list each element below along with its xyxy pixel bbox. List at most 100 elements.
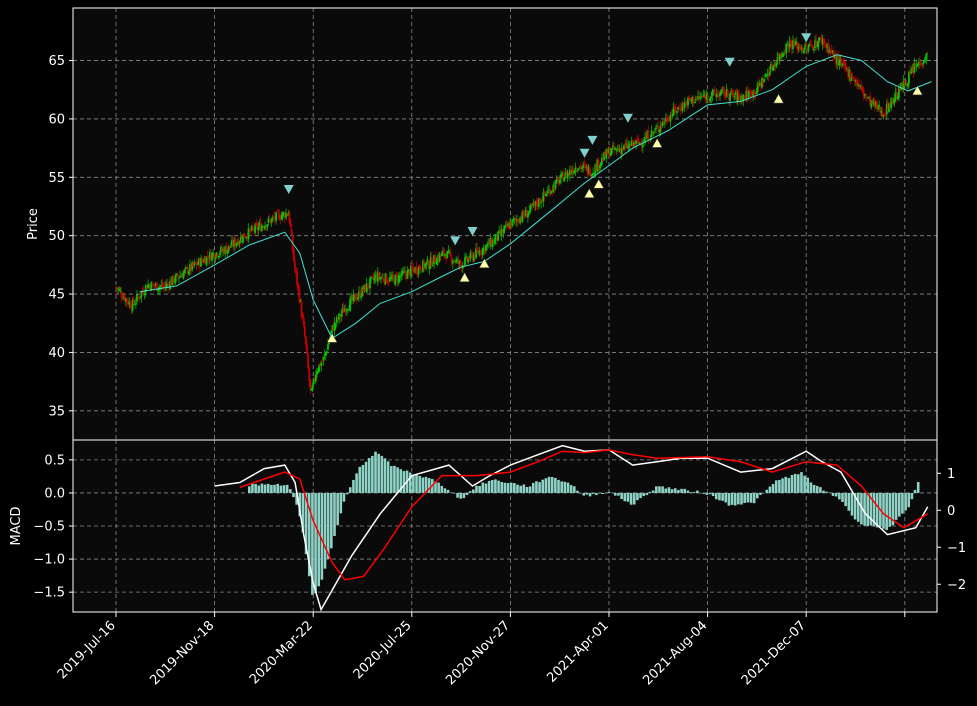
candle-down (176, 274, 179, 278)
candle-up (498, 230, 501, 232)
candle-up (264, 225, 266, 230)
candle-up (641, 143, 644, 148)
candle-down (704, 94, 707, 101)
candle-up (656, 126, 659, 128)
candle-up (665, 117, 667, 122)
candle-up (312, 378, 315, 385)
candle-down (820, 36, 823, 44)
candle-down (269, 219, 272, 224)
macd-histogram-bar (358, 466, 362, 493)
macd-histogram-bar (705, 492, 709, 495)
candle-down (443, 249, 445, 256)
macd-histogram-bar (762, 492, 765, 494)
candle-down (920, 62, 922, 66)
candle-down (887, 102, 889, 112)
candle-down (707, 94, 709, 99)
candle-up (257, 226, 260, 231)
macd-histogram-bar (257, 485, 261, 493)
candle-up (573, 170, 576, 174)
macd-histogram-bar (311, 492, 314, 595)
candle-down (522, 210, 525, 216)
candle-up (538, 198, 540, 207)
candle-up (795, 41, 798, 45)
candle-down (372, 277, 375, 280)
candle-up (497, 231, 499, 241)
candle-down (843, 61, 846, 67)
candle-up (373, 277, 376, 281)
candle-up (794, 43, 797, 45)
macd-histogram-bar (916, 482, 920, 493)
candle-down (252, 226, 254, 229)
candle-up (882, 115, 885, 117)
candle-down (152, 284, 155, 286)
macd-histogram-bar (610, 492, 614, 494)
price-candles (115, 33, 929, 395)
macd-histogram-bar (393, 465, 396, 493)
candle-up (441, 250, 444, 253)
candle-up (182, 272, 185, 279)
candle-up (433, 255, 435, 265)
candle-down (221, 247, 223, 252)
candle-down (309, 379, 312, 390)
macd-histogram-bar (749, 492, 753, 503)
candle-down (580, 165, 582, 169)
candle-down (806, 48, 809, 51)
macd-histogram-bar (689, 492, 693, 493)
candle-down (195, 262, 198, 266)
candle-up (687, 97, 689, 106)
candle-up (258, 223, 261, 226)
candle-up (568, 169, 571, 176)
candle-down (225, 246, 228, 254)
candle-up (542, 192, 545, 202)
macd-histogram-bar (850, 492, 854, 516)
candle-up (699, 97, 702, 99)
candle-up (803, 49, 805, 54)
candle-down (595, 164, 598, 171)
macd-histogram-bar (891, 492, 895, 526)
candle-up (800, 48, 803, 50)
candle-down (520, 219, 523, 221)
candle-up (134, 302, 137, 304)
candle-down (115, 286, 117, 288)
candle-up (561, 172, 564, 174)
macd-y-tick-label: −1.0 (33, 553, 65, 568)
macd-histogram-bar (389, 466, 393, 493)
candle-up (422, 260, 424, 272)
macd-histogram-bar (560, 481, 563, 493)
macd-histogram-bar (326, 492, 330, 559)
candle-down (757, 82, 760, 87)
candle-up (756, 83, 759, 93)
candle-up (350, 296, 353, 300)
macd-histogram-bar (856, 492, 860, 522)
candle-up (287, 213, 290, 216)
macd-histogram-bar (531, 482, 535, 493)
candle-up (880, 111, 883, 113)
candle-up (353, 295, 356, 297)
macd-histogram-bar (541, 479, 545, 493)
candle-up (524, 210, 527, 217)
candle-up (783, 54, 786, 55)
macd-histogram-bar (273, 484, 276, 493)
candle-down (629, 145, 632, 147)
candle-up (453, 260, 455, 262)
candle-down (450, 257, 453, 263)
macd-histogram-bar (506, 483, 510, 493)
candle-down (490, 239, 493, 247)
macd-histogram-bar (465, 492, 469, 496)
candle-down (852, 80, 855, 81)
candle-down (809, 44, 812, 46)
candle-down (748, 91, 751, 92)
candle-down (259, 222, 262, 231)
macd-histogram-bar (330, 492, 333, 549)
candle-up (340, 314, 343, 317)
candle-down (439, 254, 442, 257)
candle-down (541, 201, 544, 203)
candle-up (233, 239, 236, 247)
candle-down (798, 44, 801, 48)
candle-up (464, 257, 466, 266)
candle-down (597, 160, 600, 169)
candle-up (173, 281, 176, 283)
candle-up (917, 61, 920, 65)
candle-up (772, 66, 774, 71)
macd-histogram-bar (402, 471, 406, 493)
